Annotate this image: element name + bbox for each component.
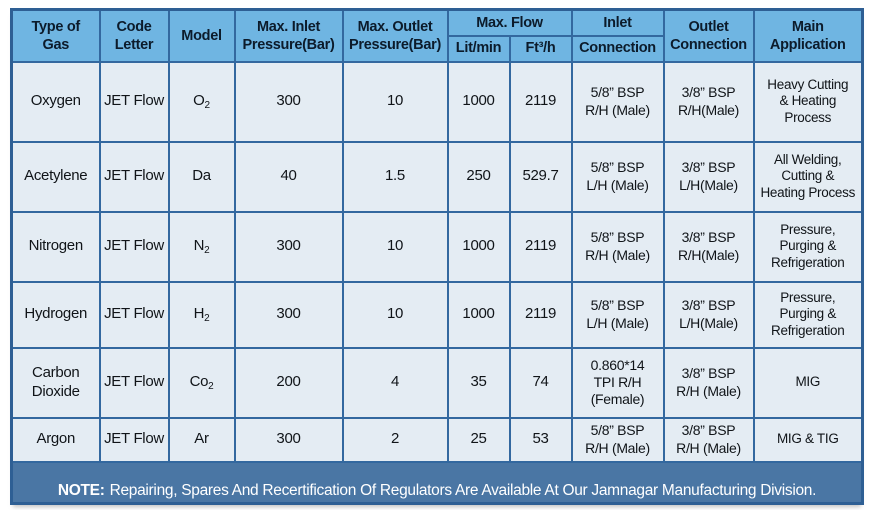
model-symbol: O	[193, 92, 205, 110]
note-row: NOTE: Repairing, Spares And Recertificati…	[10, 460, 864, 505]
cell-gas: Acetylene	[10, 140, 101, 213]
cell-inlet-connection: 5/8” BSP R/H (Male)	[570, 416, 665, 463]
cell-max-inlet-pressure: 300	[233, 210, 344, 283]
header-max-flow: Max. Flow	[446, 8, 573, 37]
header-row-top: Type of Gas Code Letter Model Max. Inlet…	[10, 8, 864, 63]
table-header: Type of Gas Code Letter Model Max. Inlet…	[10, 8, 864, 63]
cell-model: Ar	[167, 416, 236, 463]
cell-main-application: MIG	[752, 346, 864, 419]
model-symbol: Co	[189, 373, 209, 391]
cell-code-letter: JET Flow	[98, 210, 170, 283]
cell-inlet-connection: 5/8” BSP R/H (Male)	[570, 210, 665, 283]
model-symbol: Ar	[194, 430, 209, 448]
cell-max-inlet-pressure: 40	[233, 140, 344, 213]
cell-flow-ft3-h: 2119	[508, 280, 573, 349]
cell-outlet-connection: 3/8” BSP R/H (Male)	[662, 346, 755, 419]
table-row-oxygen: Oxygen JET Flow O2 300 10 1000 2119 5/8”…	[10, 60, 864, 143]
header-inlet: Inlet	[570, 8, 665, 37]
header-outlet-connection: Outlet Connection	[662, 8, 755, 63]
cell-main-application: Pressure, Purging & Refrigeration	[752, 280, 864, 349]
cell-flow-ft3-h: 2119	[508, 60, 573, 143]
cell-main-application: Heavy Cutting & Heating Process	[752, 60, 864, 143]
model-subscript: 2	[204, 100, 211, 112]
header-type-of-gas: Type of Gas	[10, 8, 101, 63]
cell-flow-lit-min: 1000	[446, 60, 511, 143]
cell-max-outlet-pressure: 4	[341, 346, 449, 419]
cell-max-outlet-pressure: 2	[341, 416, 449, 463]
table-row-argon: Argon JET Flow Ar 300 2 25 53 5/8” BSP R…	[10, 416, 864, 463]
table-row-carbon-dioxide: Carbon Dioxide JET Flow Co2 200 4 35 74 …	[10, 346, 864, 419]
cell-model: O2	[167, 60, 236, 143]
note-text: Repairing, Spares And Recertification Of…	[109, 482, 817, 500]
table-row-hydrogen: Hydrogen JET Flow H2 300 10 1000 2119 5/…	[10, 280, 864, 349]
header-max-inlet-pressure: Max. Inlet Pressure(Bar)	[233, 8, 344, 63]
note-label: NOTE:	[57, 482, 105, 500]
cell-flow-ft3-h: 2119	[508, 210, 573, 283]
cell-flow-ft3-h: 53	[508, 416, 573, 463]
header-row-sub: Lit/min Ft³/h Connection	[12, 34, 863, 63]
cell-flow-ft3-h: 74	[508, 346, 573, 419]
cell-max-inlet-pressure: 300	[233, 60, 344, 143]
cell-max-inlet-pressure: 300	[233, 416, 344, 463]
cell-main-application: Pressure, Purging & Refrigeration	[752, 210, 864, 283]
model-subscript: 2	[208, 381, 214, 393]
cell-flow-lit-min: 25	[446, 416, 511, 463]
cell-model: H2	[167, 280, 236, 349]
cell-flow-lit-min: 1000	[446, 280, 511, 349]
cell-code-letter: JET Flow	[98, 60, 170, 143]
model-symbol: Da	[192, 167, 211, 185]
cell-outlet-connection: 3/8” BSP L/H(Male)	[662, 280, 755, 349]
cell-max-outlet-pressure: 10	[341, 210, 449, 283]
gas-regulator-spec-table: Type of Gas Code Letter Model Max. Inlet…	[10, 8, 864, 506]
cell-inlet-connection: 5/8” BSP L/H (Male)	[570, 280, 665, 349]
model-subscript: 2	[204, 245, 210, 257]
cell-gas: Argon	[10, 416, 101, 463]
cell-model: Da	[167, 140, 236, 213]
cell-model: Co2	[167, 346, 236, 419]
table-row-acetylene: Acetylene JET Flow Da 40 1.5 250 529.7 5…	[10, 140, 864, 213]
cell-max-inlet-pressure: 200	[233, 346, 344, 419]
header-main-application: Main Application	[752, 8, 864, 63]
cell-model: N2	[167, 210, 236, 283]
header-code-letter: Code Letter	[98, 8, 170, 63]
cell-inlet-connection: 5/8” BSP L/H (Male)	[570, 140, 665, 213]
header-max-outlet-pressure: Max. Outlet Pressure(Bar)	[341, 8, 449, 63]
header-flow-lit-min: Lit/min	[446, 34, 511, 63]
cell-main-application: All Welding, Cutting & Heating Process	[752, 140, 864, 213]
header-model: Model	[167, 8, 236, 63]
model-symbol: N	[193, 237, 205, 255]
cell-gas: Carbon Dioxide	[10, 346, 101, 419]
cell-outlet-connection: 3/8” BSP R/H (Male)	[662, 416, 755, 463]
cell-gas: Oxygen	[10, 60, 101, 143]
cell-flow-lit-min: 35	[446, 346, 511, 419]
cell-main-application: MIG & TIG	[752, 416, 864, 463]
cell-max-inlet-pressure: 300	[233, 280, 344, 349]
cell-gas: Hydrogen	[10, 280, 101, 349]
cell-flow-ft3-h: 529.7	[508, 140, 573, 213]
cell-code-letter: JET Flow	[98, 346, 170, 419]
cell-code-letter: JET Flow	[98, 140, 170, 213]
cell-outlet-connection: 3/8” BSP R/H(Male)	[662, 210, 755, 283]
cell-inlet-connection: 0.860*14 TPI R/H (Female)	[570, 346, 665, 419]
note-bar: NOTE: Repairing, Spares And Recertificati…	[10, 460, 864, 505]
model-symbol: H	[193, 305, 205, 323]
cell-code-letter: JET Flow	[98, 416, 170, 463]
cell-inlet-connection: 5/8” BSP R/H (Male)	[570, 60, 665, 143]
cell-max-outlet-pressure: 1.5	[341, 140, 449, 213]
cell-max-outlet-pressure: 10	[341, 60, 449, 143]
header-inlet-connection: Connection	[570, 34, 665, 63]
cell-outlet-connection: 3/8” BSP L/H(Male)	[662, 140, 755, 213]
header-flow-ft3-h: Ft³/h	[508, 34, 573, 63]
cell-outlet-connection: 3/8” BSP R/H(Male)	[662, 60, 755, 143]
table-row-nitrogen: Nitrogen JET Flow N2 300 10 1000 2119 5/…	[10, 210, 864, 283]
model-subscript: 2	[204, 313, 210, 325]
table-body: Oxygen JET Flow O2 300 10 1000 2119 5/8”…	[10, 60, 864, 505]
cell-flow-lit-min: 1000	[446, 210, 511, 283]
cell-code-letter: JET Flow	[98, 280, 170, 349]
cell-max-outlet-pressure: 10	[341, 280, 449, 349]
cell-gas: Nitrogen	[10, 210, 101, 283]
cell-flow-lit-min: 250	[446, 140, 511, 213]
